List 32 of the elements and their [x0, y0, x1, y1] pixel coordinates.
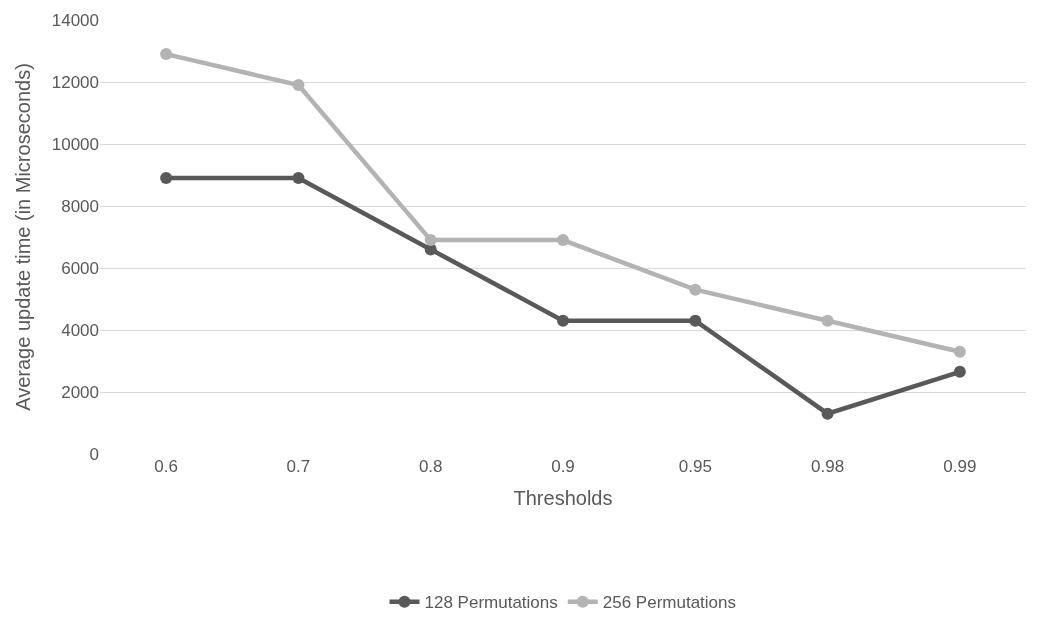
y-axis-title: Average update time (in Microseconds) — [12, 63, 35, 411]
y-tick-label: 4000 — [61, 320, 99, 340]
x-tick-label: 0.95 — [678, 457, 712, 476]
point — [821, 407, 834, 420]
x-tick-label: 0.9 — [551, 457, 575, 476]
y-tick-label: 6000 — [61, 258, 99, 278]
point — [424, 234, 437, 247]
point — [557, 234, 569, 247]
x-tick-label: 0.99 — [943, 457, 977, 476]
x-tick-label: 0.6 — [154, 457, 178, 476]
y-tick-label: 12000 — [51, 72, 99, 92]
x-tick-label: 0.8 — [418, 457, 443, 476]
y-tick-label: 0 — [89, 444, 99, 464]
legend-label: 256 Permutations — [602, 593, 736, 613]
point — [160, 48, 173, 61]
point — [557, 314, 569, 327]
point — [953, 365, 966, 378]
point — [292, 79, 305, 92]
point — [292, 172, 305, 185]
point — [689, 314, 702, 327]
point — [821, 314, 834, 327]
x-tick-label: 0.98 — [811, 457, 845, 476]
y-tick-label: 10000 — [51, 134, 99, 154]
y-tick-label: 14000 — [51, 10, 99, 30]
y-tick-label: 8000 — [61, 196, 99, 216]
y-tick-label: 2000 — [61, 382, 99, 402]
x-tick-label: 0.7 — [286, 457, 311, 476]
point — [160, 172, 173, 185]
legend-label: 128 Permutations — [424, 593, 558, 613]
point — [689, 283, 702, 296]
x-axis-title: Thresholds — [513, 486, 613, 509]
point — [953, 345, 966, 358]
